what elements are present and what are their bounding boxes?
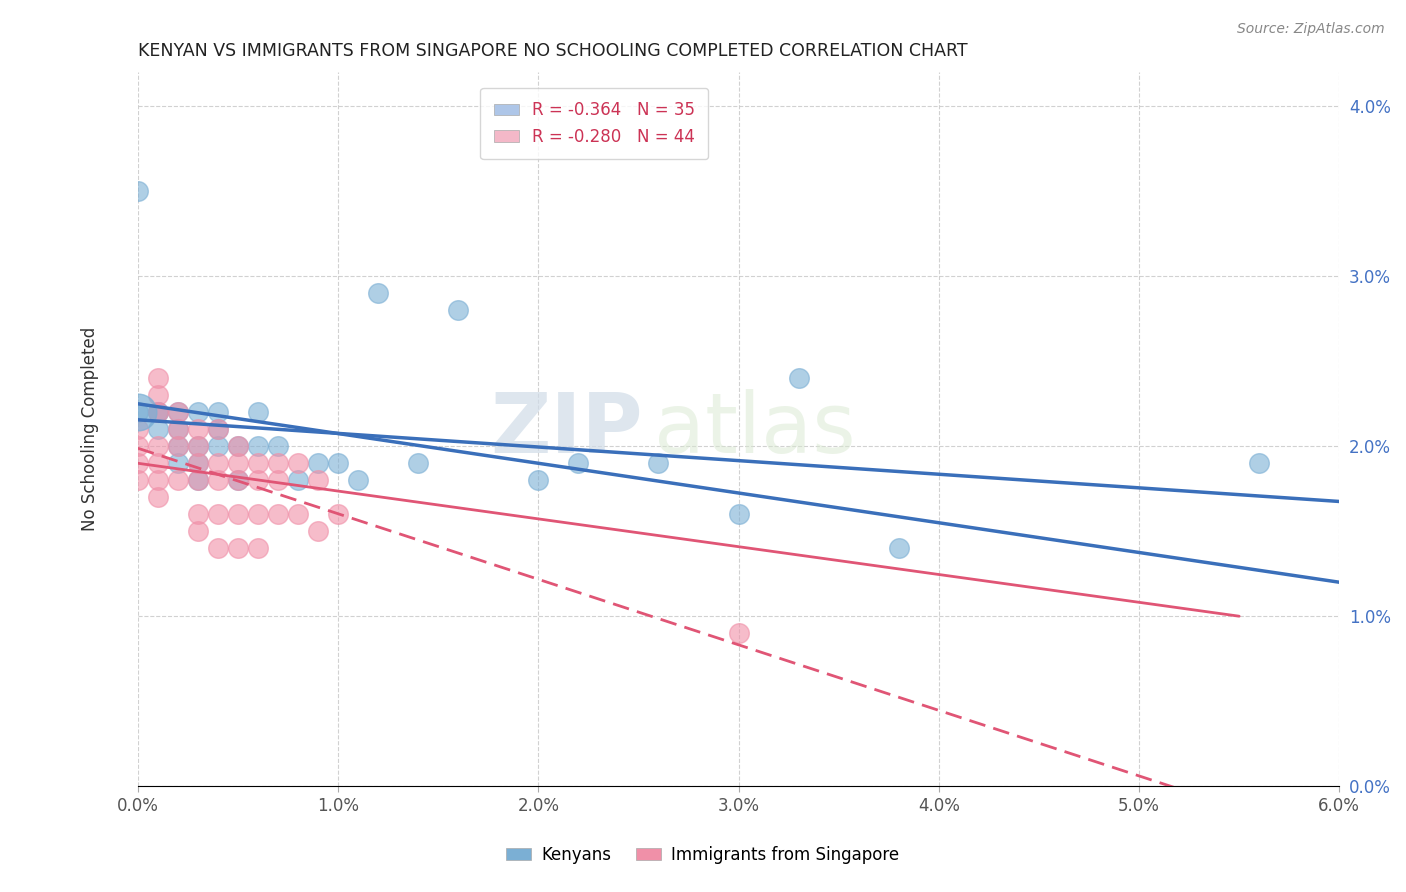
Point bbox=[146, 405, 169, 419]
Point bbox=[187, 456, 209, 470]
Point bbox=[307, 524, 329, 539]
Point bbox=[127, 405, 149, 419]
Point bbox=[247, 473, 270, 487]
Point bbox=[167, 439, 190, 453]
Point bbox=[187, 473, 209, 487]
Point bbox=[207, 541, 229, 556]
Point bbox=[207, 473, 229, 487]
Point bbox=[347, 473, 370, 487]
Point bbox=[167, 422, 190, 436]
Point bbox=[267, 456, 290, 470]
Point bbox=[247, 439, 270, 453]
Point bbox=[207, 439, 229, 453]
Point bbox=[287, 508, 309, 522]
Point bbox=[187, 422, 209, 436]
Point bbox=[207, 422, 229, 436]
Point bbox=[287, 473, 309, 487]
Point bbox=[307, 456, 329, 470]
Legend: Kenyans, Immigrants from Singapore: Kenyans, Immigrants from Singapore bbox=[499, 839, 907, 871]
Point bbox=[267, 508, 290, 522]
Point bbox=[226, 456, 249, 470]
Point bbox=[187, 405, 209, 419]
Point bbox=[887, 541, 910, 556]
Point bbox=[207, 405, 229, 419]
Point bbox=[247, 456, 270, 470]
Point bbox=[727, 626, 749, 640]
Point bbox=[226, 439, 249, 453]
Point bbox=[187, 473, 209, 487]
Point bbox=[167, 473, 190, 487]
Point bbox=[567, 456, 589, 470]
Point bbox=[406, 456, 429, 470]
Point bbox=[226, 473, 249, 487]
Point bbox=[167, 456, 190, 470]
Point bbox=[187, 456, 209, 470]
Text: KENYAN VS IMMIGRANTS FROM SINGAPORE NO SCHOOLING COMPLETED CORRELATION CHART: KENYAN VS IMMIGRANTS FROM SINGAPORE NO S… bbox=[138, 42, 967, 60]
Point bbox=[207, 456, 229, 470]
Point bbox=[127, 185, 149, 199]
Point bbox=[167, 422, 190, 436]
Point bbox=[146, 371, 169, 385]
Point bbox=[146, 439, 169, 453]
Point bbox=[146, 456, 169, 470]
Point bbox=[326, 508, 349, 522]
Point bbox=[1249, 456, 1271, 470]
Point bbox=[226, 508, 249, 522]
Point bbox=[247, 541, 270, 556]
Point bbox=[127, 439, 149, 453]
Point bbox=[447, 303, 470, 318]
Text: No Schooling Completed: No Schooling Completed bbox=[80, 327, 98, 532]
Point bbox=[146, 405, 169, 419]
Point bbox=[326, 456, 349, 470]
Legend: R = -0.364   N = 35, R = -0.280   N = 44: R = -0.364 N = 35, R = -0.280 N = 44 bbox=[481, 88, 709, 159]
Point bbox=[727, 508, 749, 522]
Point bbox=[226, 473, 249, 487]
Point bbox=[146, 388, 169, 402]
Point bbox=[527, 473, 550, 487]
Point bbox=[226, 439, 249, 453]
Point bbox=[187, 508, 209, 522]
Text: Source: ZipAtlas.com: Source: ZipAtlas.com bbox=[1237, 22, 1385, 37]
Point bbox=[146, 422, 169, 436]
Point bbox=[146, 473, 169, 487]
Point bbox=[167, 439, 190, 453]
Point bbox=[247, 405, 270, 419]
Point bbox=[267, 473, 290, 487]
Point bbox=[247, 508, 270, 522]
Point bbox=[787, 371, 810, 385]
Text: atlas: atlas bbox=[654, 389, 856, 470]
Point bbox=[127, 405, 149, 419]
Point bbox=[127, 456, 149, 470]
Point bbox=[146, 405, 169, 419]
Point bbox=[207, 422, 229, 436]
Point bbox=[287, 456, 309, 470]
Point bbox=[226, 541, 249, 556]
Point bbox=[267, 439, 290, 453]
Point bbox=[187, 439, 209, 453]
Text: ZIP: ZIP bbox=[489, 389, 643, 470]
Point bbox=[207, 508, 229, 522]
Point bbox=[367, 286, 389, 301]
Point bbox=[187, 524, 209, 539]
Point bbox=[127, 422, 149, 436]
Point bbox=[167, 405, 190, 419]
Point bbox=[187, 439, 209, 453]
Point bbox=[146, 490, 169, 504]
Point bbox=[127, 473, 149, 487]
Point bbox=[167, 405, 190, 419]
Point bbox=[647, 456, 669, 470]
Point bbox=[307, 473, 329, 487]
